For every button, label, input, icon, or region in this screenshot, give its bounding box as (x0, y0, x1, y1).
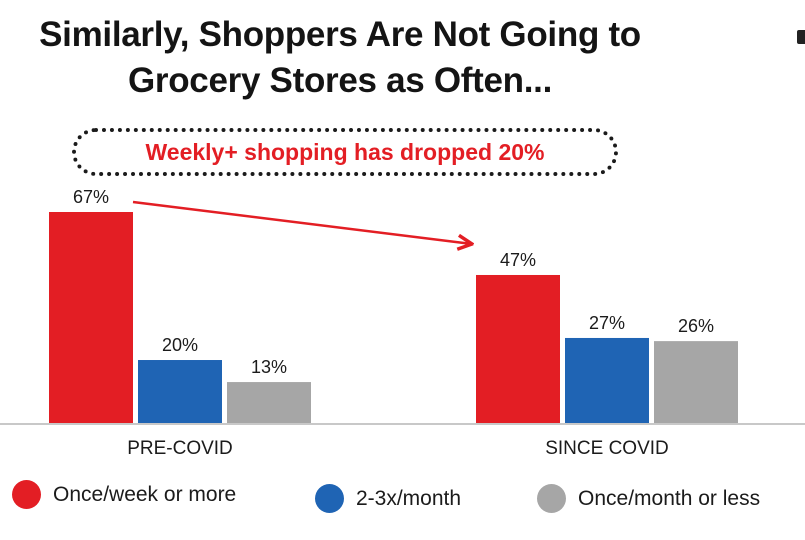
bar-value-label: 26% (678, 316, 714, 336)
legend-label: Once/week or more (53, 482, 237, 506)
trend-arrow (132, 200, 472, 244)
legend-label: 2-3x/month (356, 486, 462, 510)
legend-swatch-red (12, 480, 41, 509)
bar-value-label: 47% (500, 250, 536, 270)
bar-3-2 (654, 341, 738, 423)
legend-swatch-blue (315, 484, 344, 513)
bar-value-label: 27% (589, 313, 625, 333)
legend-label: Once/month or less (578, 486, 761, 510)
bar-2-1 (138, 360, 222, 423)
bar-1-2 (476, 274, 560, 423)
legend-item-series-1: Once/week or more (12, 480, 236, 509)
bar-2-2 (565, 337, 649, 423)
legend-item-series-3: Once/month or less (537, 484, 760, 513)
bar-value-label: 67% (73, 187, 109, 207)
cropped-text-fragment (797, 30, 805, 44)
chart-title: Similarly, Shoppers Are Not Going to Gro… (39, 15, 641, 100)
drop-callout: Weekly+ shopping has dropped 20% (72, 128, 618, 176)
bar-3-1 (227, 382, 311, 423)
bar-value-label: 20% (162, 335, 198, 355)
bar-value-label: 13% (251, 357, 287, 377)
legend-swatch-gray (537, 484, 566, 513)
bar-1-1 (49, 212, 133, 423)
legend-item-series-2: 2-3x/month (315, 484, 461, 513)
category-label: PRE-COVID (127, 438, 233, 459)
category-label: SINCE COVID (545, 438, 669, 459)
